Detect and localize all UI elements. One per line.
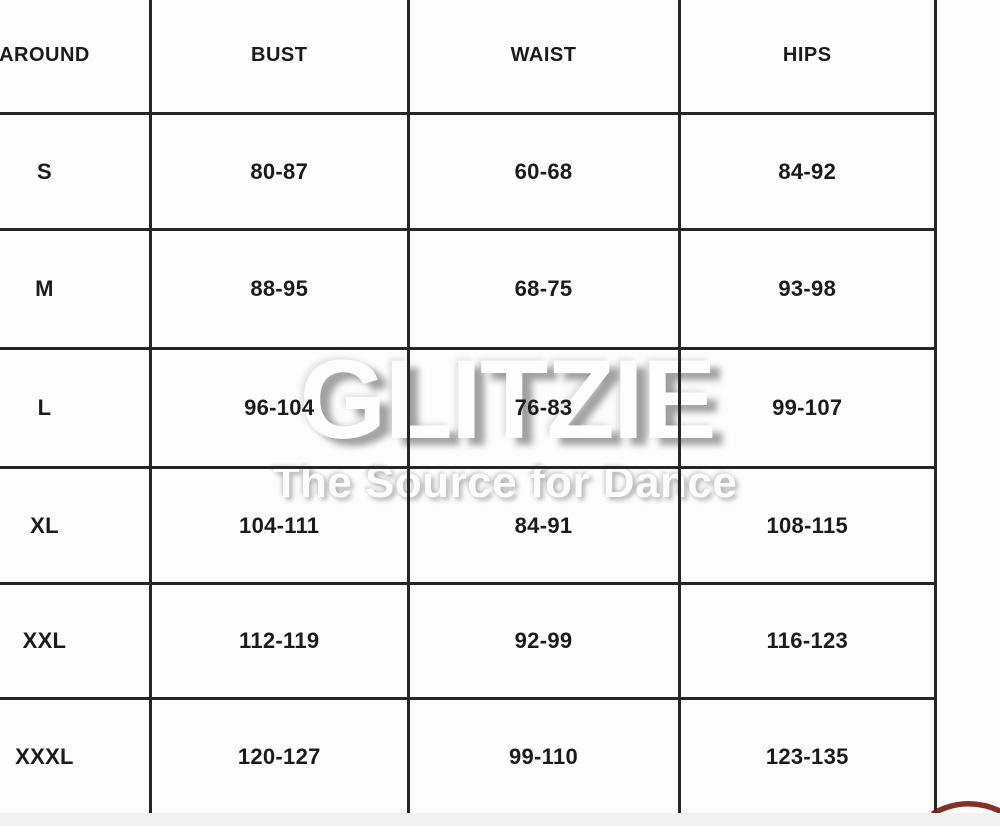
table-header-row: AROUND BUST WAIST HIPS [0, 0, 937, 115]
size-label: S [0, 112, 152, 231]
column-header-bust: BUST [148, 0, 410, 115]
hips-value: 116-123 [677, 582, 937, 700]
bust-value: 104-111 [148, 466, 410, 585]
table-row-l: L 96-104 76-83 99-107 [0, 347, 937, 469]
waist-value: 60-68 [406, 112, 681, 231]
waist-value: 76-83 [406, 347, 681, 469]
column-header-around: AROUND [0, 0, 152, 115]
bust-value: 120-127 [148, 697, 410, 815]
hips-value: 99-107 [677, 347, 937, 469]
table-row-xl: XL 104-111 84-91 108-115 [0, 466, 937, 585]
hips-value: 93-98 [677, 228, 937, 350]
size-label: L [0, 347, 152, 469]
size-label: XXL [0, 582, 152, 700]
waist-value: 99-110 [406, 697, 681, 815]
hips-value: 84-92 [677, 112, 937, 231]
waist-value: 68-75 [406, 228, 681, 350]
bust-value: 88-95 [148, 228, 410, 350]
column-header-hips: HIPS [677, 0, 937, 115]
bust-value: 80-87 [148, 112, 410, 231]
bust-value: 96-104 [148, 347, 410, 469]
waist-value: 92-99 [406, 582, 681, 700]
size-label: M [0, 228, 152, 350]
column-header-waist: WAIST [406, 0, 681, 115]
hips-value: 123-135 [677, 697, 937, 815]
size-label: XL [0, 466, 152, 585]
size-label: XXXL [0, 697, 152, 815]
table-row-m: M 88-95 68-75 93-98 [0, 228, 937, 350]
table-row-xxxl: XXXL 120-127 99-110 123-135 [0, 697, 937, 815]
table-row-s: S 80-87 60-68 84-92 [0, 112, 937, 231]
size-chart-table: AROUND BUST WAIST HIPS S 80-87 60-68 84-… [0, 0, 937, 815]
bust-value: 112-119 [148, 582, 410, 700]
waist-value: 84-91 [406, 466, 681, 585]
bottom-strip [0, 813, 1000, 826]
hips-value: 108-115 [677, 466, 937, 585]
table-row-xxl: XXL 112-119 92-99 116-123 [0, 582, 937, 700]
